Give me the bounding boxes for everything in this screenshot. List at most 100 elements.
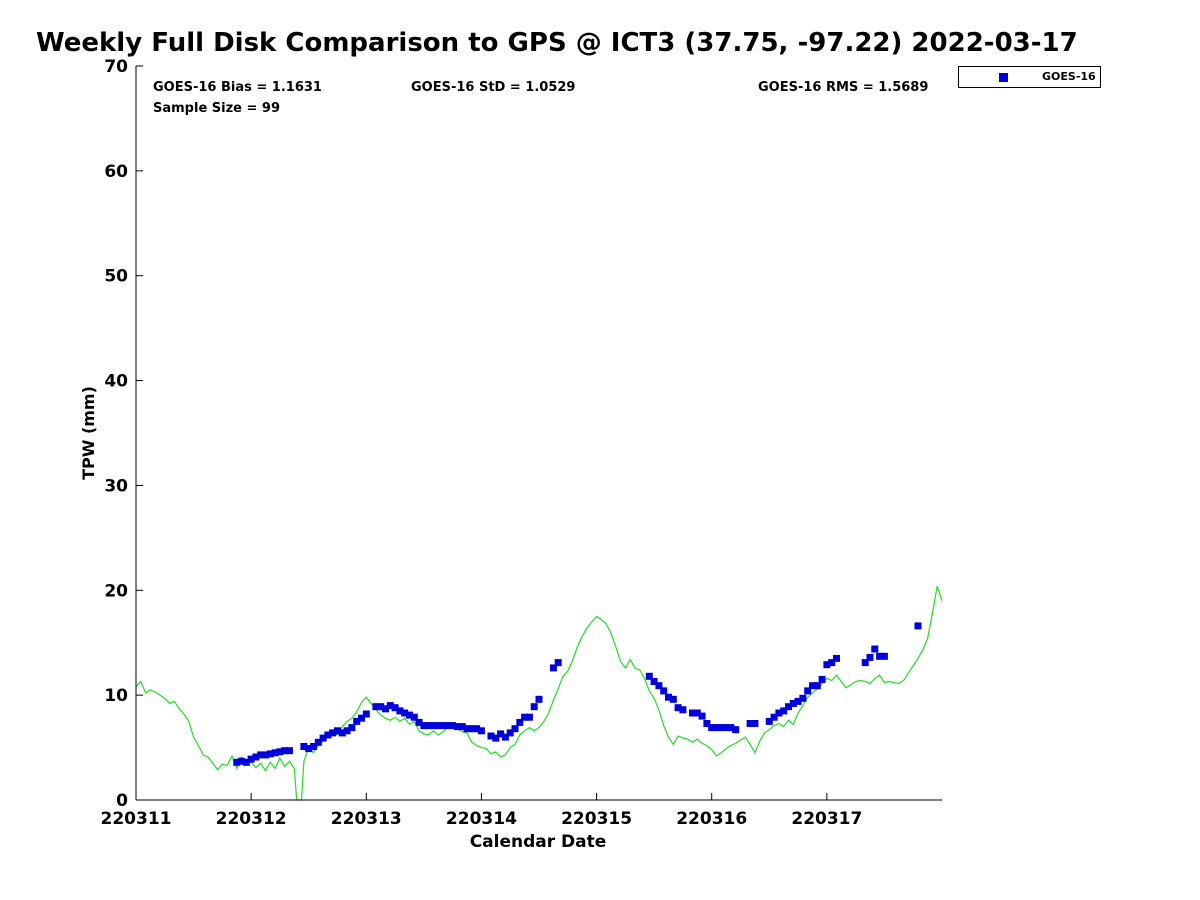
goes16-point [468, 725, 476, 733]
goes16-point [492, 734, 500, 742]
goes16-point [310, 743, 317, 750]
goes16-point [305, 745, 313, 753]
goes16-point [665, 693, 672, 701]
goes16-point [377, 703, 385, 711]
goes16-point [871, 645, 879, 653]
goes16-point [372, 703, 380, 711]
goes16-point [348, 724, 356, 732]
goes16-point [775, 709, 783, 717]
goes16-point [804, 687, 812, 695]
goes16-point [713, 724, 720, 732]
goes16-point [396, 707, 404, 715]
goes16-point [449, 722, 457, 730]
y-tick-label: 10 [104, 686, 128, 706]
goes16-point [497, 730, 505, 738]
goes16-point [434, 722, 442, 730]
goes16-point [477, 727, 485, 735]
goes16-point [785, 703, 792, 711]
goes16-point [866, 653, 874, 661]
goes16-point [818, 675, 826, 683]
goes16-point [765, 717, 773, 725]
goes16-point [708, 724, 716, 732]
goes16-point [444, 722, 452, 730]
goes16-point [252, 753, 260, 761]
goes16-point [828, 659, 836, 667]
y-tick-label: 30 [104, 476, 128, 496]
goes16-point [281, 747, 289, 755]
goes16-point [334, 727, 341, 735]
goes16-point [358, 714, 365, 722]
y-tick-label: 70 [104, 57, 128, 77]
legend-marker-goes16 [999, 73, 1008, 82]
x-tick-label: 220313 [331, 809, 402, 829]
goes16-point [324, 731, 332, 739]
goes16-point [420, 722, 428, 730]
goes16-point [276, 748, 284, 756]
goes16-point [286, 747, 293, 755]
axes [135, 66, 942, 801]
goes16-point [525, 713, 533, 721]
goes16-point [262, 751, 269, 759]
goes16-point [530, 703, 538, 711]
y-tick-label: 20 [104, 581, 128, 601]
goes16-point [425, 722, 433, 730]
x-tick-label: 220311 [101, 809, 172, 829]
y-axis-label: TPW (mm) [79, 386, 98, 480]
goes16-point [401, 709, 409, 717]
goes16-point [799, 694, 807, 702]
goes16-point [693, 709, 701, 717]
chart-title: Weekly Full Disk Comparison to GPS @ ICT… [36, 28, 1078, 58]
y-tick-label: 60 [104, 162, 128, 182]
goes16-point [727, 724, 735, 732]
goes16-point [473, 725, 481, 733]
goes16-point [789, 700, 797, 707]
goes16-point [549, 664, 557, 672]
goes16-point [242, 758, 250, 766]
y-tick-label: 40 [104, 372, 128, 392]
goes16-point [453, 723, 461, 731]
goes16-point [679, 706, 687, 714]
goes16-point [238, 757, 245, 765]
goes16-point [914, 622, 922, 630]
goes16-point [247, 755, 255, 763]
std-stat: GOES-16 StD = 1.0529 [411, 80, 576, 95]
goes16-point [382, 705, 389, 713]
goes16-point [794, 697, 802, 705]
goes16-point [746, 720, 754, 727]
goes16-point [722, 724, 730, 732]
x-tick-label: 220314 [446, 809, 517, 829]
gps-line [135, 585, 943, 801]
goes16-point [463, 725, 471, 733]
goes16-point [650, 678, 658, 685]
goes16-point [257, 751, 265, 759]
goes16-point [660, 687, 668, 695]
goes16-point [329, 729, 337, 737]
goes16-point [487, 732, 495, 740]
goes16-point [458, 723, 466, 731]
goes16-point [410, 713, 418, 721]
goes16-point [343, 727, 351, 735]
goes16-point [266, 750, 274, 758]
goes16-point [861, 659, 869, 667]
ticks: 0 10 20 30 40 50 60 70 220311 220312 220313 220314 2… [101, 57, 863, 829]
goes16-point [698, 712, 706, 720]
goes16-point [674, 704, 682, 712]
goes16-point [833, 654, 840, 662]
goes16-series [233, 622, 922, 766]
rms-stat: GOES-16 RMS = 1.5689 [758, 80, 929, 95]
goes16-point [314, 738, 322, 746]
goes16-point [813, 682, 821, 690]
goes16-point [439, 722, 447, 730]
goes16-point [669, 695, 677, 703]
goes16-point [362, 710, 370, 718]
legend-label-goes16: GOES-16 [1042, 70, 1096, 83]
goes16-point [415, 718, 423, 726]
goes16-point [717, 724, 725, 732]
goes16-point [780, 707, 788, 715]
goes16-point [751, 720, 759, 727]
x-tick-label: 220312 [216, 809, 287, 829]
goes16-point [521, 713, 529, 721]
goes16-point [809, 682, 816, 690]
goes16-point [645, 672, 653, 680]
